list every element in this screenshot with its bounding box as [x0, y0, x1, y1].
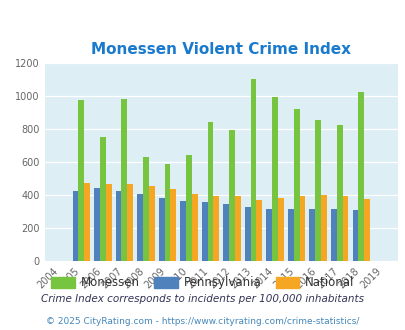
Bar — [293, 109, 299, 261]
Bar — [250, 79, 256, 261]
Text: © 2025 CityRating.com - https://www.cityrating.com/crime-statistics/: © 2025 CityRating.com - https://www.city… — [46, 317, 359, 326]
Bar — [105, 184, 111, 261]
Bar — [309, 209, 315, 261]
Bar — [201, 202, 207, 261]
Bar — [115, 191, 121, 261]
Bar — [342, 195, 347, 261]
Bar — [207, 122, 213, 261]
Bar — [127, 184, 133, 261]
Bar — [256, 200, 262, 261]
Bar — [315, 120, 320, 261]
Bar — [180, 201, 185, 261]
Bar — [121, 99, 127, 261]
Bar — [170, 189, 176, 261]
Bar — [266, 209, 271, 261]
Bar — [72, 191, 78, 261]
Bar — [277, 198, 283, 261]
Title: Monessen Violent Crime Index: Monessen Violent Crime Index — [91, 42, 350, 57]
Legend: Monessen, Pennsylvania, National: Monessen, Pennsylvania, National — [47, 272, 358, 294]
Bar — [100, 137, 105, 261]
Bar — [320, 195, 326, 261]
Bar — [137, 194, 143, 261]
Bar — [363, 199, 369, 261]
Bar — [78, 100, 84, 261]
Bar — [185, 155, 192, 261]
Bar — [148, 186, 154, 261]
Bar — [271, 97, 277, 261]
Bar — [94, 188, 100, 261]
Bar — [223, 204, 228, 261]
Bar — [330, 209, 336, 261]
Bar — [287, 209, 293, 261]
Bar — [352, 211, 358, 261]
Bar — [244, 207, 250, 261]
Bar — [299, 196, 305, 261]
Text: Crime Index corresponds to incidents per 100,000 inhabitants: Crime Index corresponds to incidents per… — [41, 294, 364, 304]
Bar — [158, 198, 164, 261]
Bar — [192, 194, 197, 261]
Bar — [213, 196, 219, 261]
Bar — [84, 183, 90, 261]
Bar — [234, 196, 240, 261]
Bar — [164, 164, 170, 261]
Bar — [228, 130, 234, 261]
Bar — [336, 125, 342, 261]
Bar — [358, 92, 363, 261]
Bar — [143, 157, 148, 261]
